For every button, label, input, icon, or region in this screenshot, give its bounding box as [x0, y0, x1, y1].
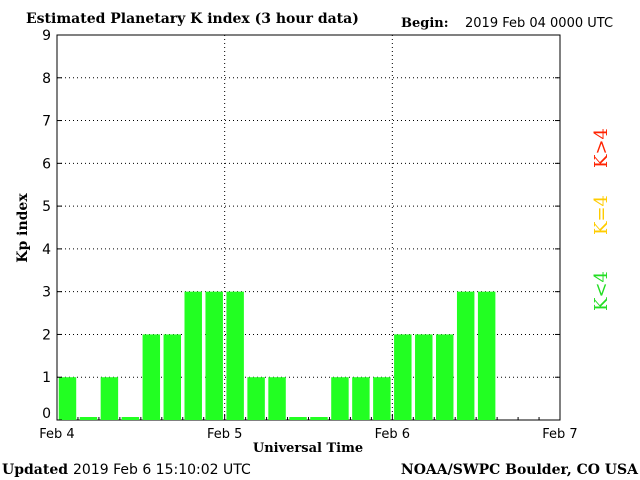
kp-bar: [456, 291, 475, 420]
kp-bar: [436, 334, 454, 420]
y-tick-label: 6: [42, 156, 51, 172]
y-tick-label: 7: [42, 114, 51, 130]
kp-bar: [226, 291, 244, 420]
x-tick-labels: Feb 4 Feb 5 Feb 6 Feb 7: [39, 414, 578, 442]
y-tick-label: 1: [42, 370, 51, 386]
kp-bar: [373, 377, 391, 420]
begin-value: 2019 Feb 04 0000 UTC: [465, 16, 613, 31]
kp-bar: [121, 417, 140, 420]
kp-bar: [331, 377, 349, 420]
kp-bar: [268, 377, 286, 420]
source-credit: NOAA/SWPC Boulder, CO USA: [401, 462, 639, 478]
kp-bar: [184, 291, 202, 420]
updated-label: Updated: [2, 462, 68, 478]
updated-value: 2019 Feb 6 15:10:02 UTC: [73, 462, 251, 478]
legend-k-greater-than-4: K>4: [591, 128, 612, 168]
kp-bar: [310, 417, 328, 420]
kp-bar: [100, 377, 119, 420]
y-tick-label: 2: [42, 327, 51, 343]
kp-bar: [352, 377, 370, 420]
y-tick-label: 9: [42, 28, 51, 44]
kp-bar: [142, 334, 161, 420]
kp-bar: [58, 377, 77, 420]
x-tick-label: Feb 7: [542, 427, 577, 442]
kp-bar: [79, 417, 98, 420]
kp-bar: [289, 417, 307, 420]
y-tick-label: 4: [42, 242, 51, 258]
kp-bar: [415, 334, 433, 420]
y-tick-label: 0: [42, 406, 51, 422]
kp-bar: [247, 377, 265, 420]
y-tick-label: 3: [42, 285, 51, 301]
x-tick-label: Feb 5: [207, 427, 242, 442]
kp-bar: [394, 334, 412, 420]
y-axis-label: Kp index: [15, 193, 31, 263]
kp-bar: [163, 334, 181, 420]
y-tick-label: 5: [42, 199, 51, 215]
x-axis-label: Universal Time: [253, 441, 363, 456]
bar-layer: [58, 291, 496, 420]
legend-k-less-than-4: K<4: [591, 271, 612, 311]
kp-bar: [477, 291, 496, 420]
x-tick-label: Feb 4: [39, 427, 74, 442]
chart-title: Estimated Planetary K index (3 hour data…: [26, 11, 359, 27]
x-tick-label: Feb 6: [375, 427, 410, 442]
legend-k-equals-4: K=4: [591, 195, 612, 235]
kp-bar: [205, 291, 223, 420]
grid-layer: [57, 35, 560, 420]
y-tick-label: 8: [42, 71, 51, 87]
y-tick-labels: 0 1 2 3 4 5 6 7 8 9: [42, 28, 560, 422]
begin-label: Begin:: [401, 16, 449, 31]
